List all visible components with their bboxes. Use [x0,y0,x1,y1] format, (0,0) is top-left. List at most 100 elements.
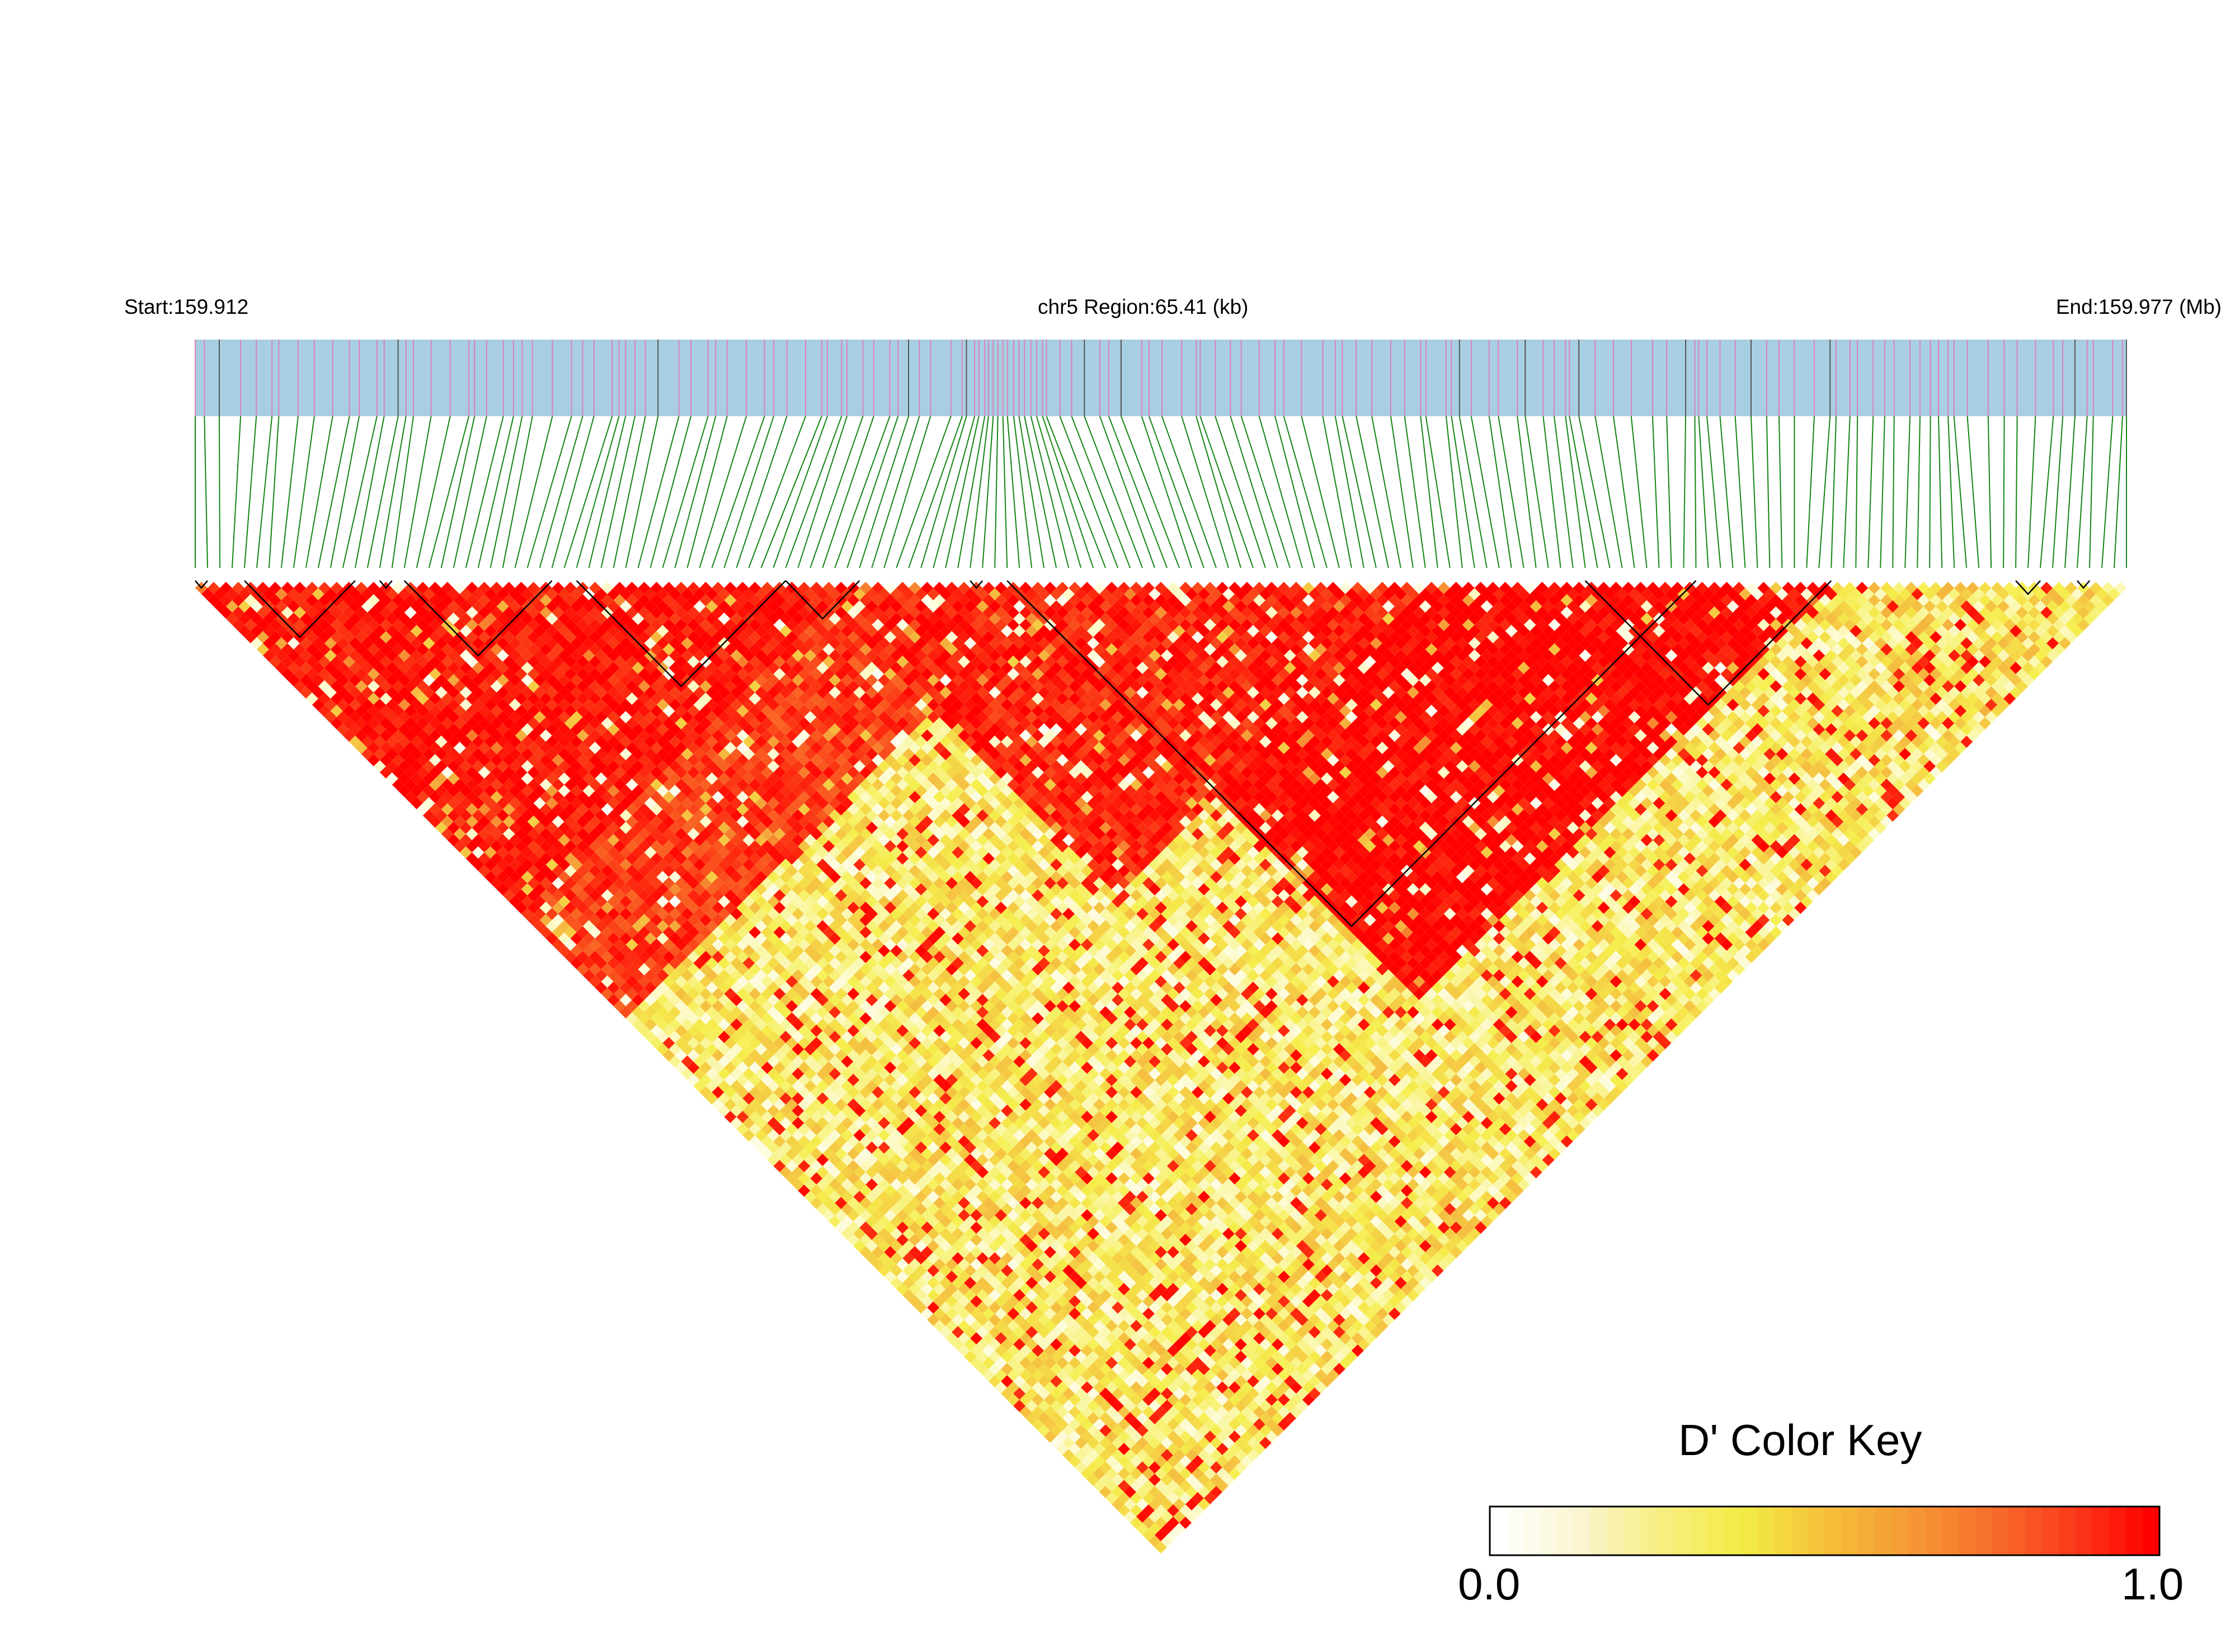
snp-connector [1451,416,1475,568]
ld-cell [453,827,466,840]
snp-connector [1356,416,1389,568]
ld-cell [472,858,484,871]
ld-cell [367,704,380,717]
snp-connector [748,416,806,568]
snp-connector [1666,416,1672,568]
snp-connector [1099,416,1155,568]
ld-cell [269,655,281,668]
snp-connector [699,416,747,568]
snp-connector [1719,416,1734,568]
snp-connector [2003,416,2005,568]
ld-cell [859,1197,872,1209]
ld-cell [1062,1437,1075,1449]
snp-connector [1917,416,1921,568]
snp-connector [1018,416,1045,568]
ld-cell [995,1332,1008,1345]
ld-cell [964,1350,977,1363]
snp-connector [1013,416,1033,568]
snp-connector [1594,416,1623,568]
snp-connector [2089,416,2094,568]
ld-cell [964,1314,977,1326]
snp-connector [1553,416,1574,568]
ld-cell [964,1326,977,1339]
snp-connector [859,416,909,568]
snp-connector [1215,416,1266,568]
snp-connector [785,416,843,568]
ld-cell [367,754,380,766]
ld-cell [330,667,343,680]
snp-connector [970,416,989,568]
ld-cell [650,1000,663,1013]
snp-connector [896,416,952,568]
snp-connector [1042,416,1094,568]
snp-connector [1334,416,1364,568]
snp-connector [1420,416,1438,568]
snp-connector [465,416,504,568]
ld-cell [502,889,515,902]
ld-cell [1136,1510,1149,1523]
ld-cell [927,1277,940,1289]
ld-cell [349,710,361,723]
snp-connector [1108,416,1168,568]
ld-cell [330,704,343,717]
snp-connector [1818,416,1831,568]
ld-cell [539,877,552,889]
ld-cell [539,914,552,926]
ld-cell [318,667,331,680]
snp-markers [195,340,2127,416]
snp-connector [822,416,874,568]
ld-cell [718,1080,731,1093]
ld-cell [416,766,429,779]
snp-connector [1517,416,1537,568]
snp-connector [711,416,765,568]
snp-connector [1843,416,1851,568]
ld-cell [232,582,244,594]
ld-cell [207,582,220,594]
ld-cell [404,741,417,754]
ld-cell [367,741,380,754]
ld-cell [822,1160,835,1173]
snp-connector [2040,416,2054,568]
ld-cell [435,784,448,797]
ld-cell [582,944,595,957]
snp-connector [1002,416,1008,568]
snp-connector [1488,416,1512,568]
snp-connector [1904,416,1911,568]
snp-connector [268,416,280,568]
ld-cell [256,606,269,619]
ld-cell [1032,1406,1044,1419]
ld-cell [539,864,552,877]
ld-cell [1099,1474,1112,1486]
snp-connector [600,416,636,568]
snp-connector [810,416,864,568]
snp-connector [760,416,822,568]
snp-connector [1161,416,1217,568]
snp-connector [1071,416,1131,568]
ld-cell [435,809,448,822]
ld-cell [367,692,380,705]
snp-connector [1084,416,1143,568]
snp-connector [588,416,627,568]
snp-connector [1565,416,1586,568]
snp-connector [613,416,646,568]
snp-connector [662,416,709,568]
ld-cell [385,723,398,736]
snp-connector [945,416,980,568]
ld-cell [964,1338,977,1351]
ld-cell [539,889,552,902]
ld-cell [582,932,595,945]
snp-connector [1301,416,1340,568]
snp-connector [231,416,242,568]
snp-connector [2114,416,2124,568]
snp-connector [391,416,415,568]
ld-cell [385,760,398,773]
ld-cell [539,901,552,914]
snp-connector [1458,416,1488,568]
snp-connector [1121,416,1180,568]
ld-cell [995,1369,1008,1382]
ld-cell [687,1061,700,1074]
ld-cell [318,704,331,717]
snp-connector [1240,416,1291,568]
ld-cell [1136,1523,1149,1536]
snp-connector [539,416,584,568]
